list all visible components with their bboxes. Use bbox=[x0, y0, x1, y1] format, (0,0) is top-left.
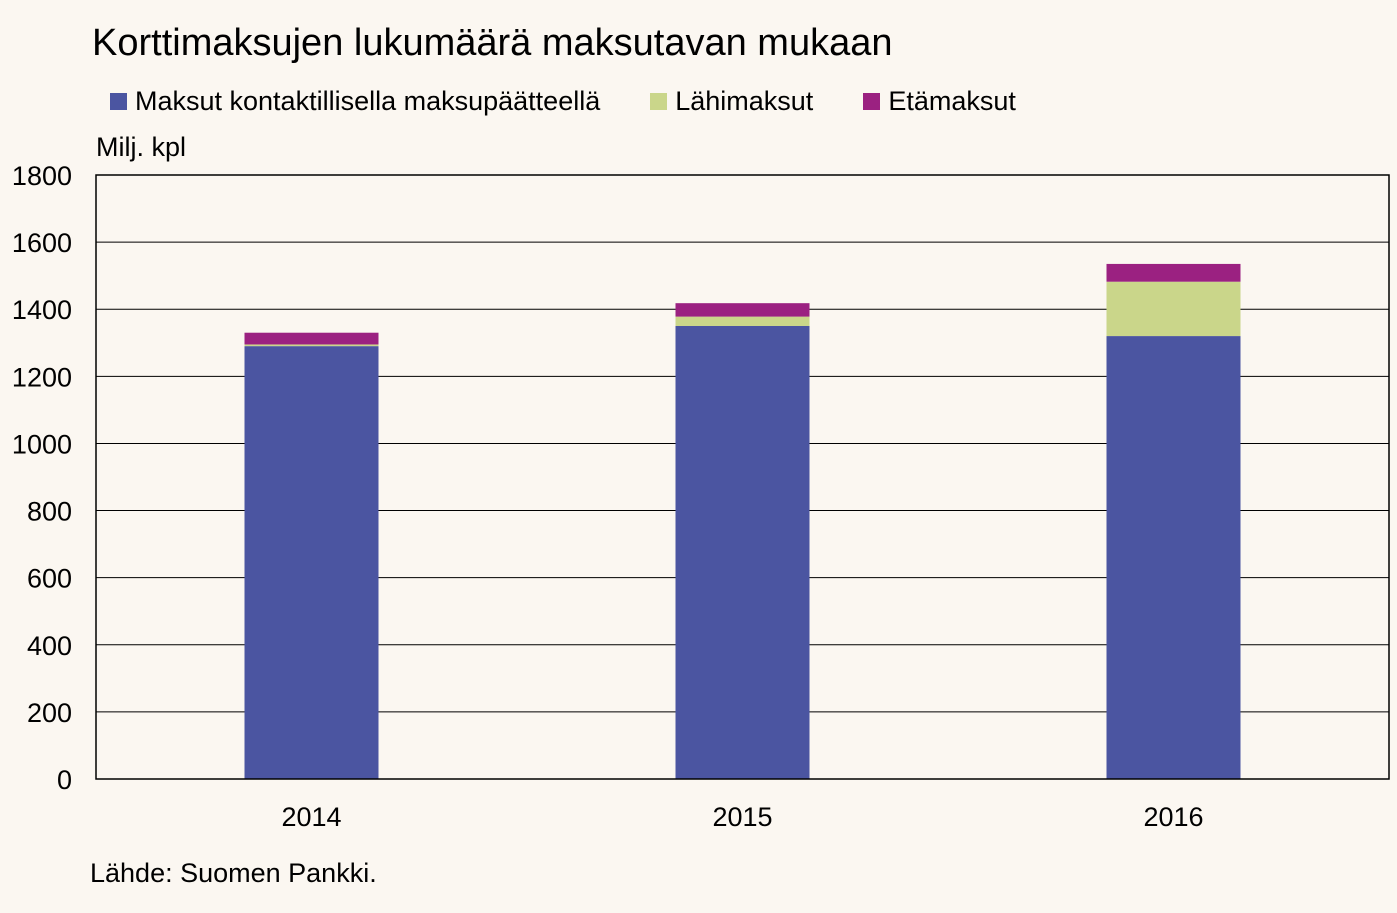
bar-2014-series-2 bbox=[244, 332, 379, 345]
x-tick-label-2015: 2015 bbox=[712, 802, 772, 832]
legend-label-remote: Etämaksut bbox=[888, 85, 1016, 116]
chart-title: Korttimaksujen lukumäärä maksutavan muka… bbox=[92, 22, 893, 64]
y-tick-label-1000: 1000 bbox=[12, 429, 72, 459]
y-tick-label-200: 200 bbox=[27, 698, 72, 728]
y-axis-unit-label: Milj. kpl bbox=[96, 132, 187, 162]
y-tick-label-1600: 1600 bbox=[12, 228, 72, 258]
legend-swatch-contact bbox=[110, 92, 127, 110]
legend-label-contactless: Lähimaksut bbox=[675, 85, 814, 116]
bar-2016-series-1 bbox=[1106, 281, 1241, 337]
legend-swatch-remote bbox=[863, 92, 881, 110]
y-tick-label-600: 600 bbox=[27, 564, 72, 594]
bar-2015-series-0 bbox=[675, 326, 810, 779]
legend-item-contactless: Lähimaksut bbox=[650, 86, 813, 117]
legend-item-contact: Maksut kontaktillisella maksupäätteellä bbox=[110, 86, 600, 117]
legend-label-contact: Maksut kontaktillisella maksupäätteellä bbox=[135, 85, 601, 116]
legend-item-remote: Etämaksut bbox=[863, 86, 1016, 117]
bar-2016-series-0 bbox=[1106, 336, 1241, 779]
plot-frame bbox=[95, 174, 1390, 780]
bar-2014-series-1 bbox=[244, 344, 379, 347]
y-tick-label-1200: 1200 bbox=[12, 362, 72, 392]
y-tick-label-800: 800 bbox=[27, 497, 72, 527]
y-tick-label-1800: 1800 bbox=[12, 161, 72, 191]
x-tick-label-2014: 2014 bbox=[281, 802, 341, 832]
y-tick-label-0: 0 bbox=[57, 765, 72, 795]
bar-2014-series-0 bbox=[244, 346, 379, 779]
bar-2016-series-2 bbox=[1106, 263, 1241, 282]
legend-swatch-contactless bbox=[650, 92, 668, 110]
x-tick-label-2016: 2016 bbox=[1143, 802, 1203, 832]
y-tick-label-400: 400 bbox=[27, 631, 72, 661]
chart-legend: Maksut kontaktillisella maksupäätteellä … bbox=[110, 84, 1066, 118]
y-tick-label-1400: 1400 bbox=[12, 295, 72, 325]
bar-2015-series-1 bbox=[675, 316, 810, 326]
bar-2015-series-2 bbox=[675, 303, 810, 317]
source-note: Lähde: Suomen Pankki. bbox=[90, 858, 377, 888]
